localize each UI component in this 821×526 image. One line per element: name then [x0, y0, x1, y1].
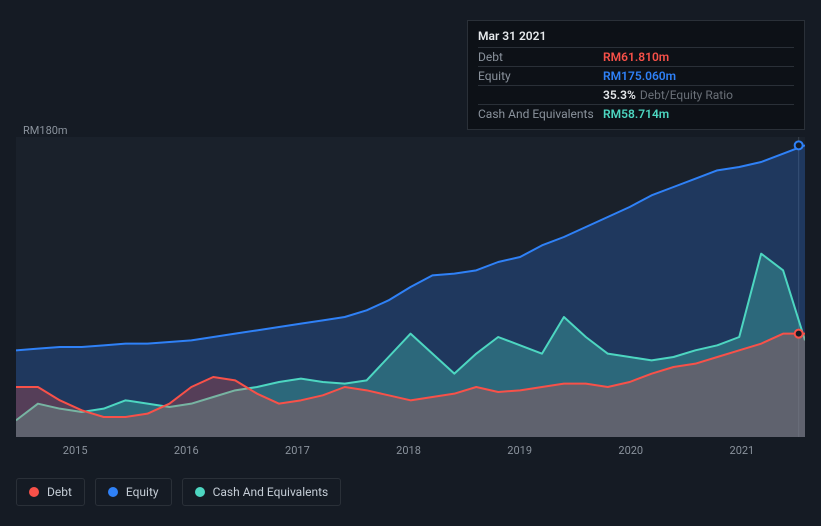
- legend-dot-icon: [29, 487, 39, 497]
- x-axis-labels: 2015 2016 2017 2018 2019 2020 2021: [16, 444, 805, 460]
- legend-label: Equity: [126, 485, 159, 499]
- tooltip-row-label: Cash And Equivalents: [478, 107, 603, 121]
- legend-item[interactable]: Cash And Equivalents: [182, 478, 342, 506]
- chart-plot-area[interactable]: [16, 137, 805, 437]
- tooltip-row: 35.3% Debt/Equity Ratio: [478, 86, 794, 105]
- legend-dot-icon: [195, 487, 205, 497]
- tooltip-row: DebtRM61.810m: [478, 48, 794, 67]
- legend-label: Debt: [47, 485, 72, 499]
- x-axis-tick-label: 2019: [507, 444, 532, 457]
- tooltip-row-suffix: Debt/Equity Ratio: [640, 88, 733, 102]
- x-axis-tick-label: 2021: [730, 444, 755, 457]
- x-axis-tick-label: 2020: [618, 444, 643, 457]
- tooltip-row-value: 35.3%: [603, 88, 636, 102]
- tooltip-row-value: RM175.060m: [603, 69, 676, 83]
- tooltip-row-value: RM61.810m: [603, 50, 669, 64]
- tooltip-row-label: Equity: [478, 69, 603, 83]
- tooltip-row-value: RM58.714m: [603, 107, 669, 121]
- x-axis-tick-label: 2017: [285, 444, 310, 457]
- legend-label: Cash And Equivalents: [213, 485, 329, 499]
- legend-item[interactable]: Debt: [16, 478, 85, 506]
- x-axis-tick-label: 2018: [396, 444, 421, 457]
- chart-tooltip: Mar 31 2021 DebtRM61.810mEquityRM175.060…: [467, 20, 805, 130]
- tooltip-row-label: Debt: [478, 50, 603, 64]
- x-axis-tick-label: 2016: [174, 444, 199, 457]
- tooltip-date: Mar 31 2021: [478, 27, 794, 48]
- tooltip-row: EquityRM175.060m: [478, 67, 794, 86]
- legend-dot-icon: [108, 487, 118, 497]
- x-axis-tick-label: 2015: [63, 444, 88, 457]
- chart-legend: Debt Equity Cash And Equivalents: [16, 478, 341, 506]
- tooltip-row: Cash And EquivalentsRM58.714m: [478, 105, 794, 123]
- area-chart-svg: [16, 137, 805, 437]
- y-axis-label-max: RM180m: [23, 124, 68, 137]
- legend-item[interactable]: Equity: [95, 478, 172, 506]
- tooltip-row-label: [478, 88, 603, 102]
